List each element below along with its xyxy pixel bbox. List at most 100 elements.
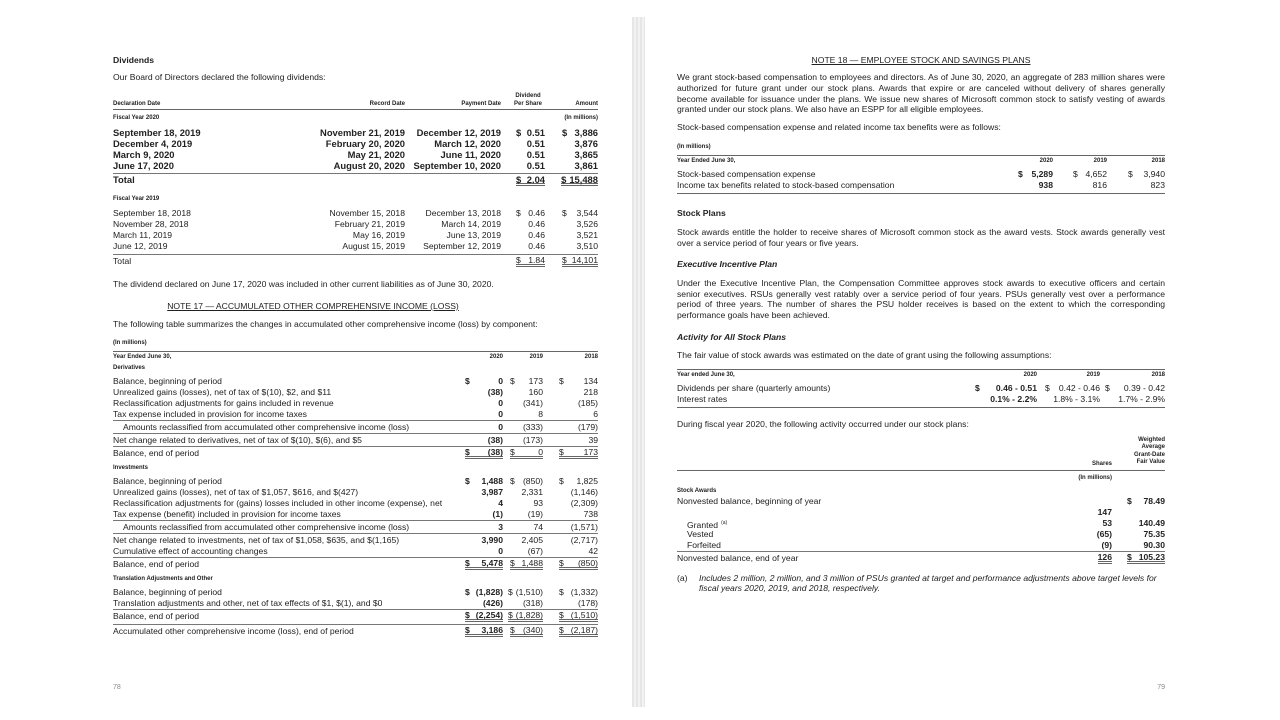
aoci-row: Cumulative effect of accounting changes 0… [113,546,598,557]
row-label: Balance, end of period [113,610,200,621]
value-cell: 738 [583,508,598,519]
assumption-row: Interest rates 0.1% - 2.2% 1.8% - 3.1% 1.7%… [677,394,1165,405]
value: 3,186 [481,624,503,635]
value-cell: June 11, 2020 [440,149,501,160]
value: 0.51 [526,127,545,138]
value: (850) [522,476,543,486]
value-cell: $ (340) [510,625,543,637]
value-cell: $173 [559,447,598,459]
value-cell: (19) [527,508,543,519]
row-label: Tax expense (benefit) included in provis… [113,508,341,519]
value-cell: $173 [510,376,543,387]
dividend-row: September 18, 2018 November 15, 2018 Decem… [113,208,598,219]
divider-line [677,368,1165,370]
row-label: November 28, 2018 [113,219,189,229]
currency-symbol: $ [1128,169,1133,180]
section-label: Investments [113,463,598,474]
dividend-row: March 11, 2019 May 16, 2019 June 13, 2019 0… [113,230,598,241]
stock-plans-text: Stock awards entitle the holder to recei… [677,227,1165,248]
aoci-row: Balance, end of period $ (2,254) $ (1,828) $(… [113,608,598,622]
assumption-row: Dividends per share (quarterly amounts) $… [677,383,1165,394]
value-cell: 93 [533,497,543,508]
row-label: June 17, 2020 [113,160,174,171]
aoci-row: Net change related to derivatives, net o… [113,433,598,446]
value-cell: (173) [522,435,543,445]
aoci-row: Tax expense included in provision for in… [113,409,598,420]
executive-plan-heading: Executive Incentive Plan [677,258,778,269]
row-label: Interest rates [677,393,728,404]
value-cell: 218 [583,387,598,397]
value-cell: $4,652 [1073,169,1107,180]
aoci-row: Reclassification adjustments for gains i… [113,398,598,409]
total-cell: $2.04 [516,174,545,186]
note-18-intro: We grant stock-based compensation to emp… [677,72,1165,115]
value: 1.84 [528,255,545,265]
row-label: Unrealized gains (losses), net of tax of… [113,387,332,397]
value: 3,544 [576,208,598,218]
header-unit: (In millions) [1078,474,1112,481]
value: (1,510) [570,609,598,620]
header-fair-value: Weighted Average Grant-Date Fair Value [1133,436,1165,466]
value-cell: February 20, 2020 [325,138,405,149]
fiscal-year-text: Fiscal Year 2019 [113,196,160,202]
value-cell: (1,571) [570,521,598,532]
value: (2,254) [475,609,503,620]
value-cell: $3,886 [562,127,598,138]
row-label: Income tax benefits related to stock-bas… [677,180,895,191]
value: 2.04 [526,174,545,185]
value-cell: February 21, 2019 [334,219,405,229]
dividends-heading: Dividends [113,55,155,65]
value-cell: 3,861 [574,160,598,171]
total-cell: $15,488 [561,174,598,186]
value-cell: $ (1,828) [507,610,543,622]
value-cell: $ (2,254) [465,610,503,622]
value-cell: $ (1,510) [559,610,598,622]
value: 15,488 [569,174,598,185]
value-cell: 39 [588,435,598,445]
value: 5,478 [481,557,503,568]
value-cell: May 21, 2020 [347,149,405,160]
value-cell: 0.46 [528,241,545,251]
dividend-row: November 28, 2018 February 21, 2019 March … [113,219,598,230]
value: 0.46 [528,208,545,218]
dividend-note: The dividend declared on June 17, 2020 w… [113,279,494,289]
value-cell: 3,510 [576,241,598,251]
value-cell: 2,331 [521,487,543,497]
value-cell: 3,990 [481,534,503,545]
row-label: Year Ended June 30, [113,354,172,360]
currency-symbol: $ [1073,169,1078,180]
value-cell: June 13, 2019 [446,230,501,240]
aoci-row: Balance, end of period $ (38) $0 $173 [113,446,598,459]
total-cell: $14,101 [562,255,598,267]
row-label: Dividends per share (quarterly amounts) [677,382,831,393]
value-cell: $3,186 [465,625,503,637]
currency-symbol: $ [559,609,564,620]
currency-symbol: $ [516,208,521,218]
currency-symbol: $ [562,255,567,265]
currency-symbol: $ [559,557,564,568]
total-cell: $1.84 [516,255,545,267]
aoci-row: Translation adjustments and other, net o… [113,598,598,609]
value-cell: August 15, 2019 [342,241,405,251]
value-cell: (2,309) [570,497,598,508]
currency-symbol: $ [561,174,567,185]
year-header: 2019 [1086,371,1100,378]
value-cell: $5,478 [465,558,503,570]
value: 105.23 [1138,551,1165,562]
footnote-marker: (a) [677,572,688,583]
currency-symbol: $ [465,557,470,568]
value-cell: 1.7% - 2.9% [1118,393,1165,404]
value-cell: 3 [498,521,503,532]
value-cell: 8 [538,409,543,419]
row-label: Amounts reclassified from accumulated ot… [123,521,410,532]
value-cell: $0.46 [516,208,545,219]
value-cell: (38) [487,435,503,445]
value-cell: 1.8% - 3.1% [1053,393,1100,404]
value-cell: 147 [1097,506,1112,517]
value-cell: $3,544 [562,208,598,219]
header-record-date: Record Date [369,101,405,107]
value: 5,289 [1031,169,1053,180]
currency-symbol: $ [516,174,522,185]
aoci-row: Amounts reclassified from accumulated ot… [113,519,598,533]
row-label: Derivatives [113,365,146,371]
